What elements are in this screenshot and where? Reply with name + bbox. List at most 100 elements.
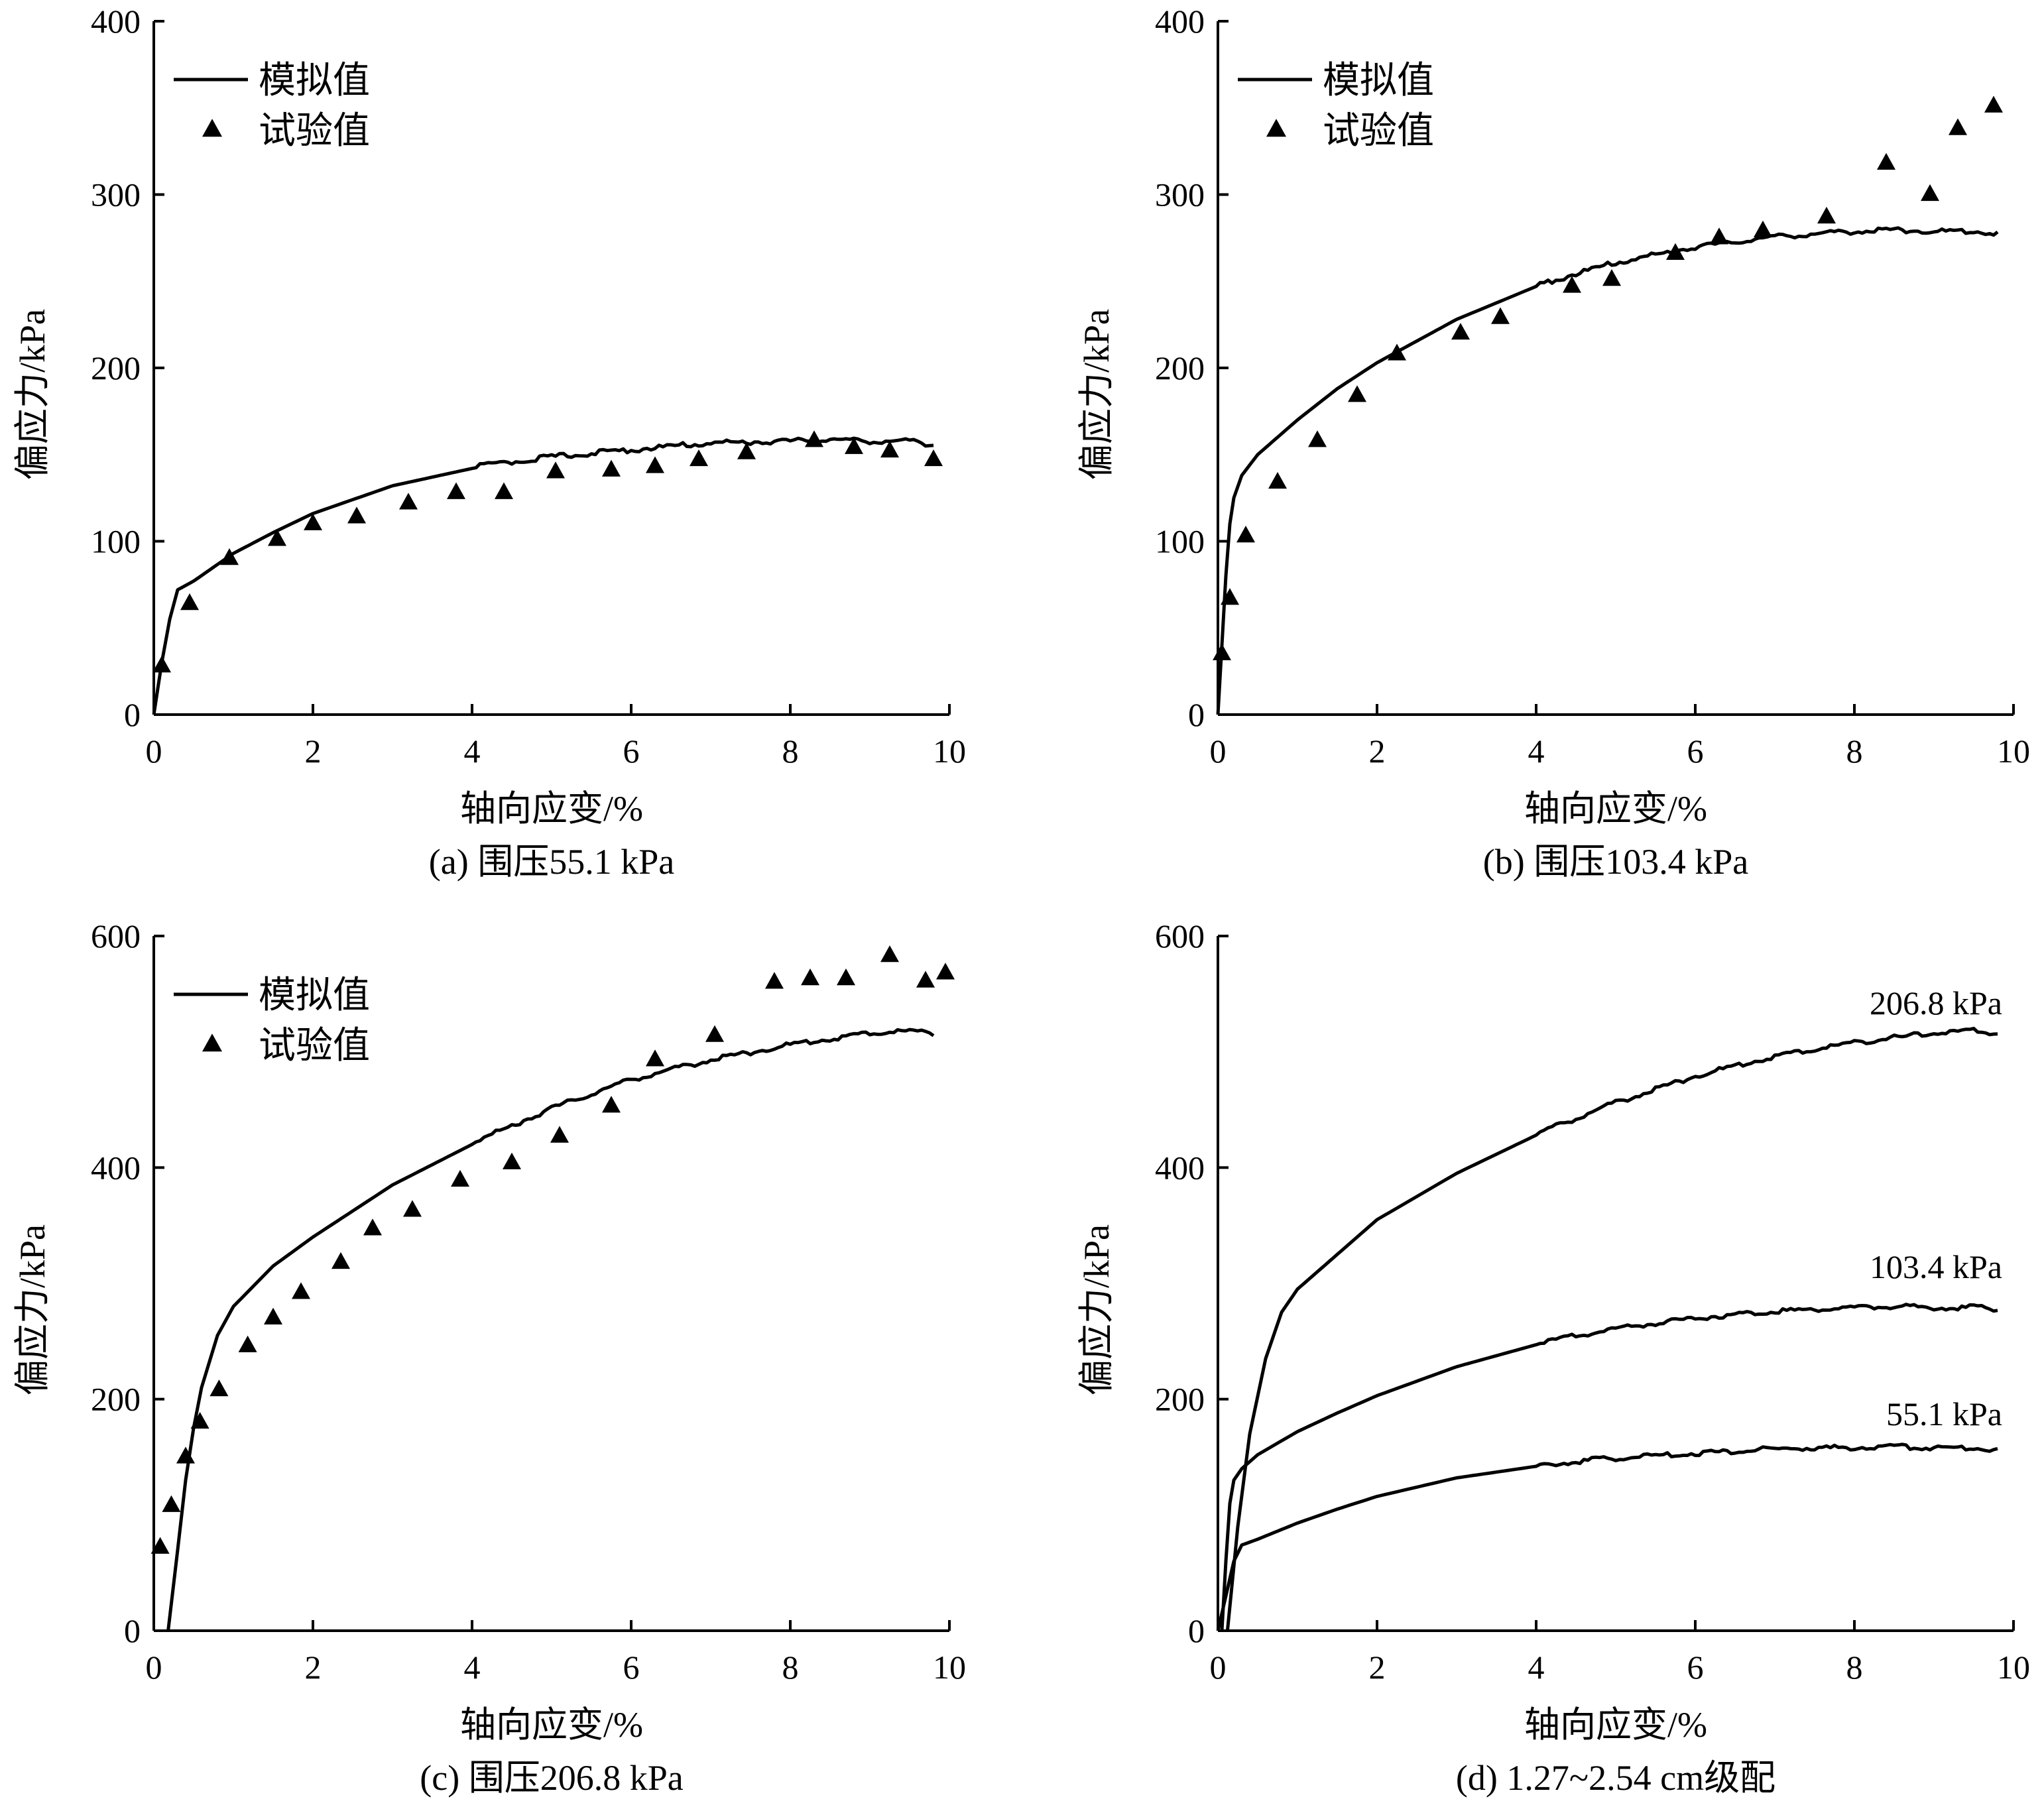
y-tick-label: 100 [91,523,141,560]
x-tick-label: 4 [464,1649,481,1686]
data-point-triangle [1602,269,1621,286]
x-tick-label: 8 [782,1649,799,1686]
data-point-triangle [805,430,823,447]
x-tick-label: 8 [1846,1649,1863,1686]
legend-label: 试验值 [259,1025,370,1067]
data-point-triangle [880,945,899,963]
series-line-2 [1220,1303,1998,1631]
data-point-triangle [801,968,819,986]
data-point-triangle [602,1096,621,1113]
x-tick-label: 4 [1528,1649,1545,1686]
x-tick-label: 10 [933,1649,966,1686]
data-point-triangle [1268,471,1287,489]
y-tick-label: 0 [1188,696,1205,733]
data-point-triangle [1817,206,1836,224]
panel-caption: (a) 围压55.1 kPa [429,842,674,882]
y-tick-label: 200 [1155,349,1205,386]
x-tick-label: 8 [1846,732,1863,770]
x-tick-label: 8 [782,732,799,770]
y-tick-label: 300 [91,176,141,213]
data-point-triangle [1921,184,1939,202]
data-point-triangle [646,456,664,473]
data-point-triangle [845,437,863,454]
y-tick-label: 0 [1188,1612,1205,1649]
data-point-triangle [238,1335,257,1352]
y-tick-label: 0 [124,696,141,733]
x-tick-label: 10 [933,732,966,770]
x-tick-label: 4 [1528,732,1545,770]
y-axis-title: 偏应力/kPa [13,309,52,480]
x-tick-label: 0 [1210,1649,1227,1686]
x-tick-label: 2 [1369,732,1386,770]
panel-c: 0 2 4 6 8 10 0 200 400 600 轴向应变/% 偏应力/kPa (c) 围压206.… [13,917,966,1798]
data-point-triangle [210,1379,229,1397]
y-tick-label: 100 [1155,523,1205,560]
y-axis-title: 偏应力/kPa [1077,1224,1116,1395]
y-axis-title: 偏应力/kPa [1077,309,1116,480]
data-point-triangle [765,972,784,989]
data-point-triangle [347,506,366,524]
data-point-triangle [690,449,708,467]
y-axis-title: 偏应力/kPa [13,1224,52,1395]
data-point-triangle [304,513,322,530]
data-point-triangle [264,1307,282,1324]
data-point-triangle [646,1049,664,1067]
y-tick-label: 200 [91,349,141,386]
data-point-triangle [546,461,565,479]
data-point-triangle [1984,95,2003,113]
data-point-triangle [924,449,943,467]
x-tick-label: 6 [1687,1649,1704,1686]
x-tick-label: 4 [464,732,481,770]
x-axis-title: 轴向应变/% [460,1705,643,1745]
data-point-triangle [837,968,855,986]
data-point-triangle [1388,343,1406,361]
x-tick-label: 6 [1687,732,1704,770]
y-tick-label: 600 [1155,917,1205,955]
data-point-triangle [150,1537,170,1554]
data-point-triangle [1563,276,1581,293]
data-point-triangle [550,1126,569,1143]
x-tick-label: 10 [1997,1649,2030,1686]
y-tick-label: 0 [124,1612,141,1649]
data-point-triangle [162,1495,181,1512]
data-point-triangle [1236,526,1255,543]
curve-label: 206.8 kPa [1870,984,2002,1022]
y-tick-label: 400 [91,3,141,40]
data-point-triangle [447,482,465,499]
curve-label: 103.4 kPa [1870,1248,2002,1285]
data-point-triangle [180,593,199,611]
data-point-triangle [1666,243,1685,260]
panel-caption: (d) 1.27~2.54 cm级配 [1456,1758,1775,1798]
legend-triangle-swatch [202,119,222,137]
data-point-triangle [268,529,286,546]
legend-label: 试验值 [259,111,370,152]
data-point-triangle [705,1025,724,1042]
y-tick-label: 200 [91,1381,141,1418]
series-line-3 [1216,1442,1998,1631]
data-point-triangle [1451,323,1470,340]
data-point-triangle [363,1218,382,1236]
data-point-triangle [1710,227,1728,245]
curve-label: 55.1 kPa [1886,1395,2002,1433]
panel-caption: (c) 围压206.8 kPa [420,1758,683,1798]
data-point-triangle [220,548,239,565]
data-point-triangle [190,1411,210,1429]
x-tick-label: 2 [305,1649,322,1686]
data-point-triangle [737,442,756,459]
x-axis-title: 轴向应变/% [1524,1705,1707,1745]
x-tick-label: 2 [305,732,322,770]
data-point-triangle [1348,385,1366,402]
data-point-triangle [880,440,899,458]
y-tick-label: 400 [91,1149,141,1186]
data-point-triangle [1221,588,1239,605]
data-point-triangle [1754,220,1772,237]
legend-label: 模拟值 [1323,60,1434,101]
legend-label: 模拟值 [259,975,370,1016]
x-tick-label: 0 [146,732,162,770]
x-tick-label: 6 [623,1649,640,1686]
